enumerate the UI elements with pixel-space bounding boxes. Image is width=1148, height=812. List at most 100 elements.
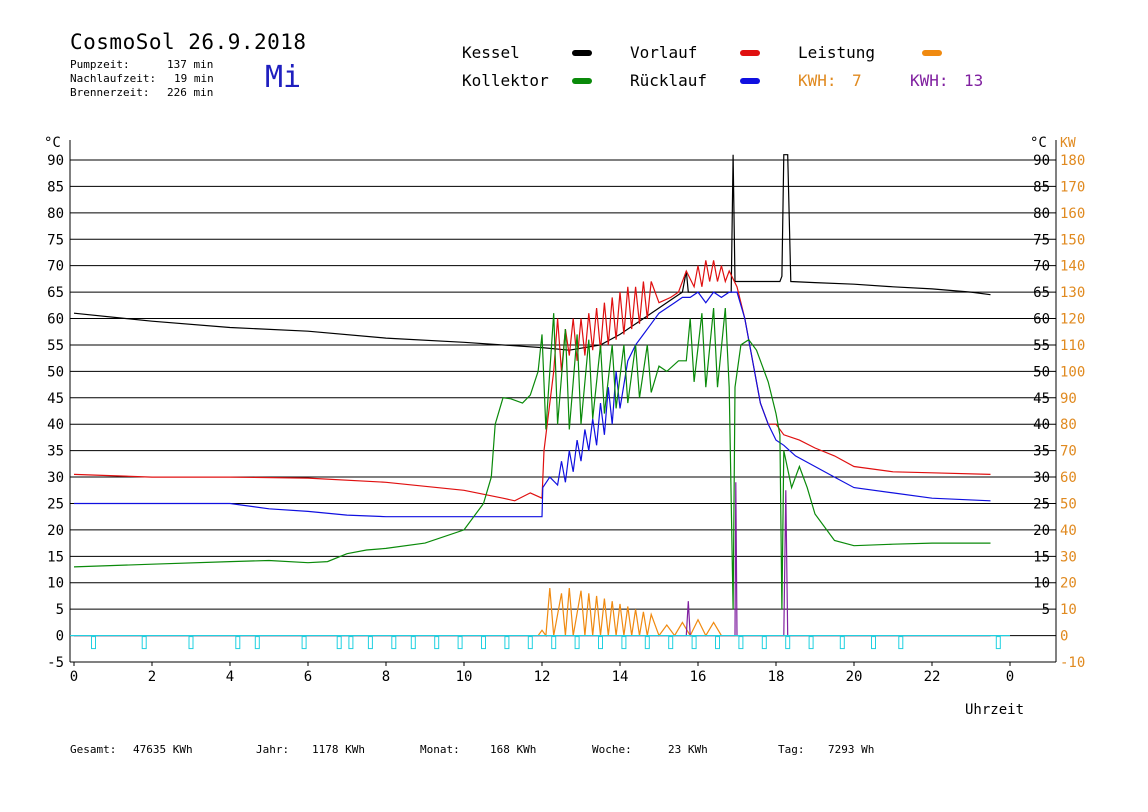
pump-marker xyxy=(348,636,354,650)
x-tick-label: 4 xyxy=(226,669,234,685)
y-tick-right: 10 xyxy=(1033,576,1050,592)
y-tick-kw: 80 xyxy=(1060,417,1077,433)
y-tick-left: 60 xyxy=(47,312,64,328)
y-tick-right: 20 xyxy=(1033,523,1050,539)
pump-marker xyxy=(691,636,697,650)
y-tick-left: 70 xyxy=(47,259,64,275)
series-kessel xyxy=(73,154,991,351)
y-tick-right: 15 xyxy=(1033,549,1050,565)
x-tick-label: 12 xyxy=(534,669,551,685)
y-tick-kw: 130 xyxy=(1060,285,1085,301)
footer-woche-label: Woche: xyxy=(592,743,632,756)
y-tick-left: 5 xyxy=(56,602,64,618)
y-axis-label-kw: KW xyxy=(1060,136,1076,151)
pump-marker xyxy=(301,636,307,650)
stat-label-nachlaufzeit: Nachlaufzeit: xyxy=(70,72,157,85)
x-tick-label: 2 xyxy=(148,669,156,685)
y-tick-kw: 20 xyxy=(1060,576,1077,592)
y-tick-kw: 90 xyxy=(1060,391,1077,407)
chart-grid xyxy=(70,159,1056,663)
pump-marker xyxy=(761,636,767,650)
y-tick-left: 50 xyxy=(47,364,64,380)
pump-marker xyxy=(839,636,845,650)
y-tick-right: 30 xyxy=(1033,470,1050,486)
series-vorlauf xyxy=(73,260,991,502)
y-tick-right: 55 xyxy=(1033,338,1050,354)
x-tick-label: 18 xyxy=(768,669,785,685)
kwh-orange-value: 7 xyxy=(852,71,862,90)
y-tick-right: 25 xyxy=(1033,496,1050,512)
x-tick-label: 16 xyxy=(690,669,707,685)
footer-jahr-value: 1178 KWh xyxy=(312,743,365,756)
series-leistung xyxy=(74,587,991,638)
chart-axes: -505101520253035404550556065707580859051… xyxy=(47,140,1085,685)
legend-kollektor-swatch xyxy=(572,78,592,84)
y-tick-left: -5 xyxy=(47,655,64,671)
pump-marker xyxy=(785,636,791,650)
pump-marker xyxy=(391,636,397,650)
y-tick-kw: 60 xyxy=(1060,470,1077,486)
x-tick-label: 22 xyxy=(924,669,941,685)
footer-gesamt-label: Gesamt: xyxy=(70,743,117,756)
y-tick-kw: 140 xyxy=(1060,259,1085,275)
y-tick-left: 30 xyxy=(47,470,64,486)
x-tick-label: 8 xyxy=(382,669,390,685)
y-axis-label-right: °C xyxy=(1030,135,1047,151)
pump-marker xyxy=(481,636,486,650)
y-tick-left: 45 xyxy=(47,391,64,407)
y-tick-right: 50 xyxy=(1033,364,1050,380)
legend-vorlauf-swatch xyxy=(740,50,760,56)
x-tick-label: 6 xyxy=(304,669,312,685)
pump-marker xyxy=(621,636,627,650)
y-tick-left: 35 xyxy=(47,444,64,460)
stat-label-brennerzeit: Brennerzeit: xyxy=(70,86,150,99)
legend-leistung-swatch xyxy=(922,50,942,56)
page-title: CosmoSol 26.9.2018 xyxy=(70,30,307,54)
footer-tag-value: 7293 Wh xyxy=(828,743,875,756)
y-tick-right: 80 xyxy=(1033,206,1050,222)
kwh-purple-value: 13 xyxy=(964,71,984,90)
pump-marker xyxy=(995,636,1001,650)
y-tick-left: 15 xyxy=(47,549,64,565)
pump-marker xyxy=(141,636,147,650)
y-tick-kw: 10 xyxy=(1060,602,1077,618)
pump-marker xyxy=(808,636,814,650)
pump-marker xyxy=(254,636,260,650)
x-tick-label: 20 xyxy=(846,669,863,685)
stat-value-brennerzeit: 226 min xyxy=(167,86,214,99)
y-tick-left: 90 xyxy=(47,153,64,169)
kwh-orange-label: KWH: xyxy=(798,71,837,90)
pump-marker xyxy=(598,636,603,650)
y-tick-right: 35 xyxy=(1033,444,1050,460)
y-tick-left: 40 xyxy=(47,417,64,433)
y-tick-kw: -10 xyxy=(1060,655,1085,671)
pump-marker xyxy=(574,636,580,650)
pump-marker xyxy=(235,636,241,650)
y-tick-left: 80 xyxy=(47,206,64,222)
pump-marker xyxy=(336,636,342,650)
y-tick-left: 0 xyxy=(56,629,64,645)
pump-marker xyxy=(871,636,876,650)
y-tick-left: 85 xyxy=(47,179,64,195)
legend-kessel-label: Kessel xyxy=(462,43,520,62)
pump-marker xyxy=(367,636,373,650)
y-tick-left: 25 xyxy=(47,496,64,512)
legend-vorlauf-label: Vorlauf xyxy=(630,43,698,62)
pump-marker xyxy=(410,636,416,650)
y-tick-left: 55 xyxy=(47,338,64,354)
y-tick-right: 75 xyxy=(1033,232,1050,248)
pump-marker xyxy=(644,636,650,650)
pump-marker xyxy=(504,636,510,650)
pump-markers xyxy=(70,634,1010,650)
y-tick-right: 45 xyxy=(1033,391,1050,407)
x-tick-label: 0 xyxy=(70,669,78,685)
y-tick-right: 40 xyxy=(1033,417,1050,433)
pump-marker xyxy=(527,636,533,650)
y-tick-kw: 110 xyxy=(1060,338,1085,354)
pump-marker xyxy=(457,636,463,650)
footer-woche-value: 23 KWh xyxy=(668,743,708,756)
y-tick-kw: 150 xyxy=(1060,232,1085,248)
x-axis-label: Uhrzeit xyxy=(965,702,1024,718)
legend-kollektor-label: Kollektor xyxy=(462,71,549,90)
